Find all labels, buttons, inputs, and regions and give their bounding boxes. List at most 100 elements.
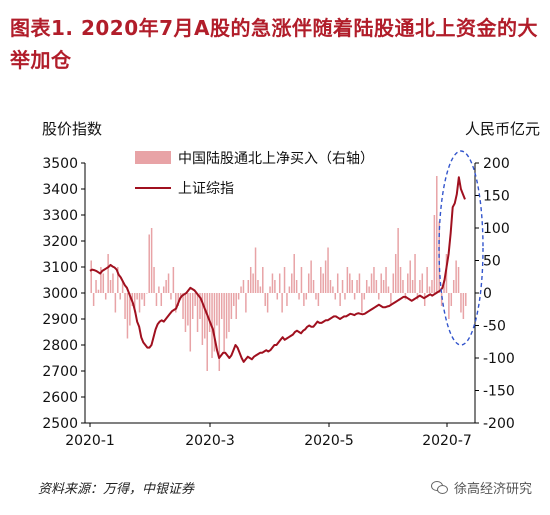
bar bbox=[402, 280, 404, 293]
bar bbox=[252, 273, 254, 293]
bar bbox=[216, 293, 218, 326]
line-series-shanghai-composite bbox=[89, 176, 466, 363]
bar bbox=[141, 293, 143, 300]
bar bbox=[382, 280, 385, 293]
bar bbox=[148, 234, 150, 293]
bar bbox=[407, 273, 409, 293]
bar bbox=[133, 293, 136, 313]
bar bbox=[259, 286, 262, 293]
bar bbox=[182, 293, 184, 319]
right-tick-label: 0 bbox=[483, 286, 492, 302]
bar bbox=[240, 286, 242, 293]
left-tick-label: 3500 bbox=[42, 156, 78, 172]
bar bbox=[233, 293, 235, 306]
bar bbox=[344, 293, 346, 300]
bar bbox=[114, 293, 117, 313]
legend-bar-label: 中国陆股通北上净买入（右轴） bbox=[178, 151, 374, 167]
left-tick-label: 3300 bbox=[42, 208, 78, 224]
right-tick-label: -150 bbox=[483, 384, 515, 400]
legend-line-label: 上证综指 bbox=[178, 181, 234, 197]
bar bbox=[254, 247, 257, 293]
bar bbox=[286, 293, 288, 306]
bar bbox=[351, 280, 353, 293]
watermark: 徐高经济研究 bbox=[430, 478, 532, 497]
bar bbox=[189, 293, 192, 352]
bar bbox=[460, 293, 462, 313]
bar bbox=[97, 289, 100, 293]
bar bbox=[295, 280, 298, 293]
bar bbox=[100, 267, 102, 293]
right-tick-label: 200 bbox=[483, 156, 510, 172]
bar bbox=[143, 293, 146, 306]
bar bbox=[341, 280, 344, 293]
bar bbox=[310, 260, 312, 293]
bar bbox=[184, 293, 187, 332]
bar bbox=[375, 280, 378, 293]
bar bbox=[262, 267, 264, 293]
right-axis-unit: 人民币亿元 bbox=[464, 120, 540, 138]
bar bbox=[90, 260, 92, 293]
bar bbox=[399, 267, 402, 293]
bar bbox=[146, 293, 148, 294]
bar bbox=[380, 273, 382, 293]
bar bbox=[162, 286, 165, 293]
bar bbox=[257, 280, 259, 293]
bar bbox=[394, 254, 397, 293]
bar bbox=[242, 280, 245, 293]
bar bbox=[411, 280, 414, 293]
bar bbox=[220, 293, 223, 319]
bar bbox=[107, 254, 109, 293]
bar bbox=[92, 293, 95, 306]
bar bbox=[138, 293, 141, 313]
highlight-ellipse bbox=[438, 150, 484, 346]
bar bbox=[368, 286, 370, 293]
bar bbox=[426, 267, 428, 293]
bar bbox=[153, 267, 155, 293]
left-tick-label: 2700 bbox=[42, 364, 78, 380]
bar bbox=[436, 176, 438, 293]
bar bbox=[349, 273, 351, 293]
source-note: 资料来源：万得，中银证券 bbox=[38, 482, 195, 497]
bar bbox=[452, 280, 455, 293]
bar bbox=[373, 267, 375, 293]
bar bbox=[378, 293, 380, 300]
bar bbox=[334, 293, 337, 300]
bar bbox=[274, 280, 276, 293]
bar bbox=[448, 293, 450, 319]
bar bbox=[124, 293, 126, 319]
bar bbox=[218, 293, 221, 371]
bar bbox=[102, 273, 105, 293]
bar bbox=[320, 267, 322, 293]
bar bbox=[95, 280, 97, 293]
bar bbox=[450, 293, 453, 306]
bar bbox=[136, 293, 138, 300]
bar bbox=[213, 293, 216, 352]
bar bbox=[455, 260, 457, 293]
bar bbox=[419, 280, 421, 293]
bar bbox=[109, 280, 112, 293]
x-tick-label: 2020-7 bbox=[422, 433, 472, 449]
bar bbox=[175, 293, 177, 313]
bar bbox=[431, 280, 433, 293]
bar bbox=[104, 293, 107, 300]
bar bbox=[392, 273, 395, 293]
bar bbox=[440, 293, 443, 306]
x-tick-label: 2020-3 bbox=[185, 433, 235, 449]
right-tick-label: -100 bbox=[483, 351, 515, 367]
bar bbox=[339, 293, 341, 306]
bar bbox=[199, 293, 201, 319]
bar bbox=[409, 260, 411, 293]
bar bbox=[336, 273, 339, 293]
watermark-text: 徐高经济研究 bbox=[453, 482, 532, 497]
bar bbox=[307, 273, 310, 293]
bar bbox=[385, 267, 387, 293]
bar bbox=[271, 273, 274, 293]
bar bbox=[150, 228, 153, 293]
bar bbox=[365, 280, 368, 293]
bar bbox=[332, 286, 334, 293]
bar bbox=[208, 293, 211, 332]
bar bbox=[196, 293, 199, 332]
bar bbox=[361, 293, 363, 313]
bar bbox=[303, 293, 305, 306]
